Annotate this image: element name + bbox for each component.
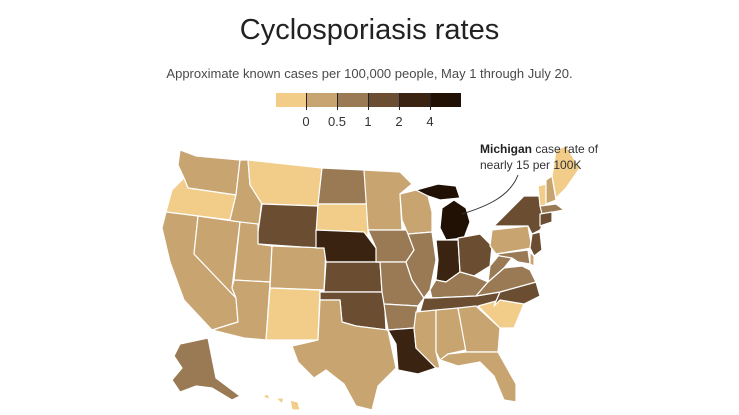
state-VT (537, 183, 547, 207)
legend-tick-0 (306, 93, 307, 110)
annotation-leader-line (461, 174, 519, 215)
annotation-state-name: Michigan (480, 142, 533, 156)
state-PA (489, 225, 533, 255)
state-MA (539, 203, 565, 215)
state-TX (291, 299, 397, 411)
state-FL (439, 351, 517, 403)
legend-tick-1 (337, 93, 338, 110)
state-CT (539, 211, 553, 227)
state-CO (269, 245, 327, 291)
state-GA (457, 305, 501, 353)
legend-tick-2 (368, 93, 369, 110)
state-OH (457, 233, 493, 277)
state-AK (171, 337, 241, 401)
legend-tick-4 (430, 93, 431, 110)
legend-swatch-0 (276, 93, 306, 107)
legend-swatch-2 (337, 93, 368, 107)
legend-label-0-5: 0.5 (327, 114, 347, 129)
chart-title: Cyclosporiasis rates (239, 14, 500, 46)
legend-swatch-5 (430, 93, 461, 107)
legend-label-4: 4 (426, 114, 434, 129)
state-WI (399, 189, 433, 235)
state-ME (551, 145, 581, 199)
legend-label-0: 0 (302, 114, 310, 129)
state-MI (415, 183, 471, 241)
state-NH (545, 175, 557, 205)
state-NJ (529, 231, 543, 257)
legend-label-1: 1 (364, 114, 372, 129)
legend-swatch-4 (399, 93, 430, 107)
state-HI (261, 393, 301, 411)
state-NM (265, 287, 321, 341)
legend-label-2: 2 (395, 114, 403, 129)
legend-swatch-1 (306, 93, 337, 107)
state-WY (257, 203, 319, 249)
state-AR (383, 303, 419, 331)
state-ND (317, 167, 369, 205)
state-MT (247, 159, 323, 207)
legend-swatch-3 (368, 93, 399, 107)
chart-subtitle: Approximate known cases per 100,000 peop… (166, 66, 573, 81)
annotation-text: case rate of nearly 15 per 100K (480, 142, 599, 172)
state-SD (315, 203, 369, 237)
color-legend: 0 0.5 1 2 4 (276, 93, 461, 137)
state-NE (315, 229, 379, 263)
state-KS (323, 261, 383, 293)
michigan-annotation: Michigan case rate of nearly 15 per 100K (480, 141, 600, 173)
legend-tick-3 (399, 93, 400, 110)
state-MD (495, 249, 531, 265)
